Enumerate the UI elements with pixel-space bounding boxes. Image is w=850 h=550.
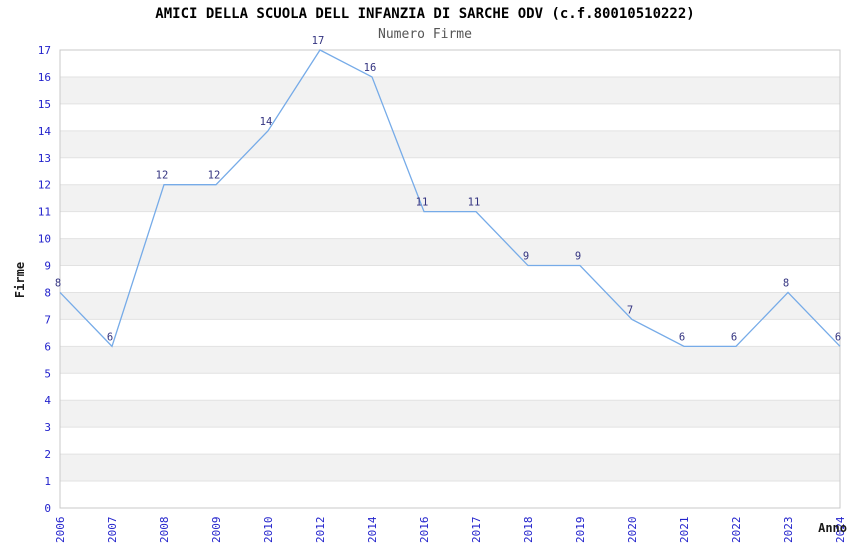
y-tick-label: 11 bbox=[38, 206, 51, 219]
y-tick-label: 2 bbox=[44, 448, 51, 461]
data-point-label: 9 bbox=[575, 251, 581, 263]
y-tick-label: 9 bbox=[44, 260, 51, 273]
grid-band bbox=[60, 184, 840, 212]
data-point-label: 6 bbox=[107, 331, 113, 343]
y-tick-label: 5 bbox=[44, 367, 51, 380]
x-tick-label: 2018 bbox=[522, 517, 535, 544]
x-tick-label: 2007 bbox=[106, 517, 119, 544]
x-tick-label: 2020 bbox=[626, 517, 639, 544]
x-tick-label: 2017 bbox=[470, 517, 483, 544]
y-tick-label: 0 bbox=[44, 502, 51, 515]
x-tick-label: 2008 bbox=[158, 517, 171, 544]
grid-band bbox=[60, 346, 840, 374]
grid-band bbox=[60, 400, 840, 428]
grid-band bbox=[60, 454, 840, 482]
x-tick-label: 2006 bbox=[54, 517, 67, 544]
data-point-label: 6 bbox=[679, 331, 685, 343]
data-point-label: 14 bbox=[260, 116, 273, 128]
x-tick-label: 2012 bbox=[314, 517, 327, 544]
y-tick-label: 15 bbox=[38, 98, 51, 111]
x-axis-title: Anno bbox=[818, 521, 847, 535]
data-point-label: 6 bbox=[731, 331, 737, 343]
data-point-label: 12 bbox=[208, 170, 221, 182]
y-tick-label: 16 bbox=[38, 71, 51, 84]
y-tick-label: 3 bbox=[44, 421, 51, 434]
y-tick-label: 14 bbox=[38, 125, 52, 138]
x-tick-label: 2010 bbox=[262, 517, 275, 544]
data-point-label: 12 bbox=[156, 170, 169, 182]
y-tick-label: 6 bbox=[44, 340, 51, 353]
chart-title: AMICI DELLA SCUOLA DELL INFANZIA DI SARC… bbox=[155, 6, 695, 22]
data-point-label: 16 bbox=[364, 62, 377, 74]
x-tick-label: 2024 bbox=[834, 516, 847, 543]
data-point-label: 17 bbox=[312, 35, 325, 47]
x-tick-label: 2014 bbox=[366, 516, 379, 543]
data-point-label: 7 bbox=[627, 304, 633, 316]
grid-band bbox=[60, 238, 840, 266]
data-point-label: 11 bbox=[468, 197, 481, 209]
data-line-numero-firme bbox=[59, 49, 841, 348]
y-tick-label: 17 bbox=[38, 44, 51, 57]
y-tick-label: 8 bbox=[44, 286, 51, 299]
y-axis-title: Firme bbox=[13, 261, 27, 299]
x-tick-label: 2019 bbox=[574, 517, 587, 544]
plot-border bbox=[59, 49, 841, 509]
y-tick-label: 4 bbox=[44, 394, 51, 407]
y-tick-label: 1 bbox=[44, 475, 51, 488]
x-tick-label: 2023 bbox=[782, 517, 795, 544]
x-tick-label: 2022 bbox=[730, 517, 743, 544]
y-tick-label: 10 bbox=[38, 233, 51, 246]
y-tick-label: 7 bbox=[44, 313, 51, 326]
data-point-label: 9 bbox=[523, 251, 529, 263]
x-tick-label: 2021 bbox=[678, 517, 691, 544]
chart-subtitle: Numero Firme bbox=[378, 27, 472, 42]
x-tick-label: 2009 bbox=[210, 517, 223, 544]
grid-band bbox=[60, 130, 840, 158]
data-point-label: 8 bbox=[55, 277, 61, 289]
y-tick-label: 13 bbox=[38, 152, 51, 165]
y-tick-label: 12 bbox=[38, 179, 51, 192]
data-point-label: 11 bbox=[416, 197, 429, 209]
x-tick-label: 2016 bbox=[418, 517, 431, 544]
data-point-label: 8 bbox=[783, 277, 789, 289]
grid-band bbox=[60, 76, 840, 104]
grid-band bbox=[60, 292, 840, 320]
data-point-label: 6 bbox=[835, 331, 841, 343]
